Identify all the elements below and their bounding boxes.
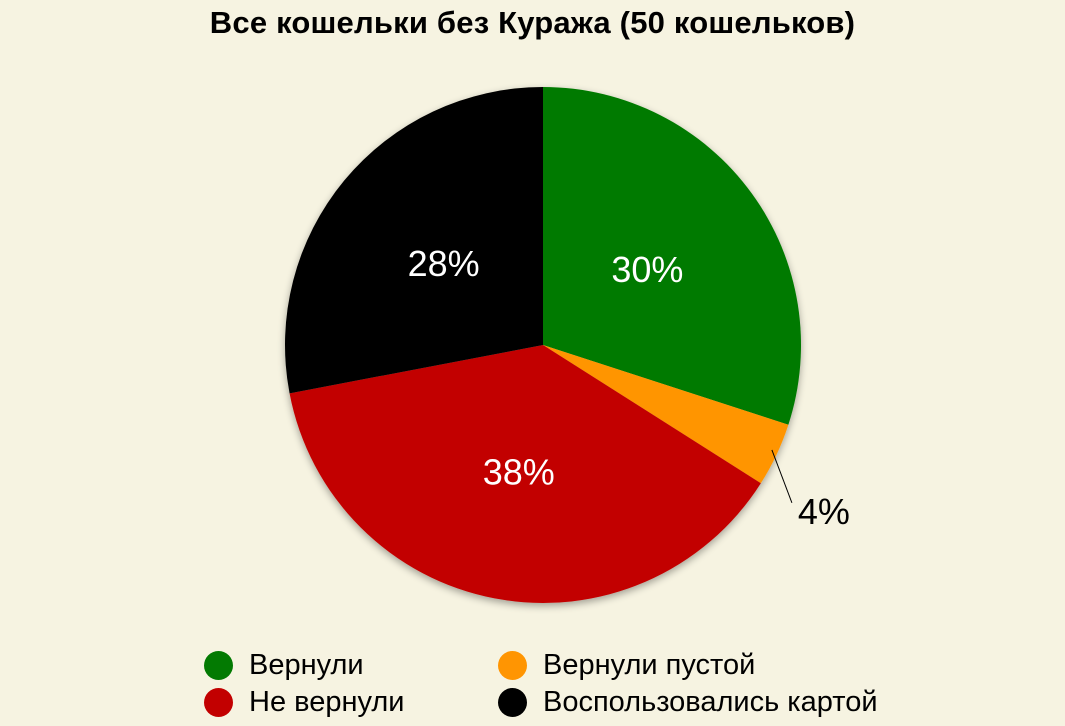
legend-swatch-vernuli bbox=[204, 650, 233, 680]
pie-slice-1 bbox=[543, 345, 789, 484]
legend-swatch-ne-vernuli bbox=[204, 687, 233, 717]
leader-line-1 bbox=[771, 449, 793, 503]
legend-item-vernuli-pustoy: Вернули пустой bbox=[498, 647, 755, 683]
pie-slice-3 bbox=[285, 87, 543, 394]
chart-legend: Вернули Вернули пустой Не вернули Воспол… bbox=[204, 647, 964, 723]
legend-label-vernuli-pustoy: Вернули пустой bbox=[543, 649, 756, 681]
pie-labels: 30% 4% 38% 28% bbox=[408, 243, 850, 532]
pie-slices bbox=[285, 87, 801, 604]
legend-label-ne-vernuli: Не вернули bbox=[249, 686, 405, 718]
pie-label-1: 4% bbox=[798, 491, 850, 532]
pie-label-0: 30% bbox=[611, 249, 683, 290]
legend-item-vernuli: Вернули bbox=[204, 647, 364, 683]
legend-label-vernuli: Вернули bbox=[249, 649, 364, 681]
pie-slice-0 bbox=[543, 87, 801, 425]
legend-item-vospolzovalis-kartoy: Воспользовались картой bbox=[498, 684, 878, 720]
legend-swatch-vospolzovalis-kartoy bbox=[498, 687, 527, 717]
chart-title: Все кошельки без Куража (50 кошельков) bbox=[209, 5, 856, 40]
pie-label-3: 28% bbox=[408, 243, 480, 284]
legend-swatch-vernuli-pustoy bbox=[498, 650, 527, 680]
pie-label-2: 38% bbox=[483, 452, 555, 493]
legend-label-vospolzovalis-kartoy: Воспользовались картой bbox=[543, 686, 878, 718]
pie-slice-2 bbox=[289, 345, 761, 604]
legend-item-ne-vernuli: Не вернули bbox=[204, 684, 404, 720]
